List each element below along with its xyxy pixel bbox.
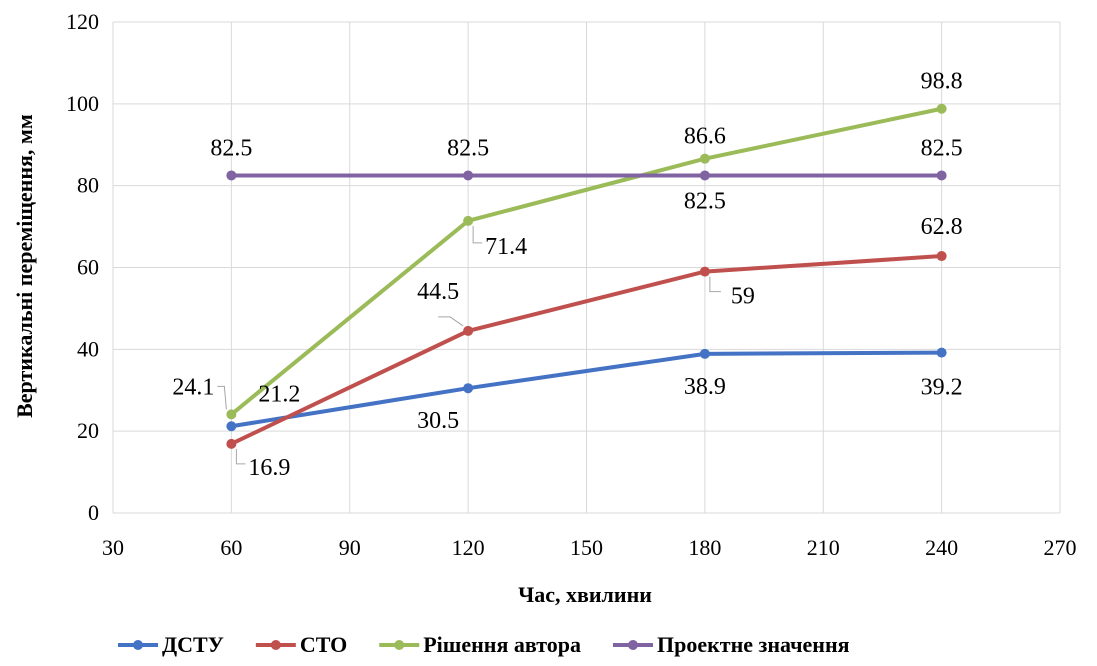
data-point <box>226 438 237 449</box>
data-label: 39.2 <box>921 375 963 401</box>
data-point <box>936 170 947 181</box>
data-point <box>936 347 947 358</box>
x-tick-label: 210 <box>807 535 840 560</box>
data-label: 82.5 <box>684 188 726 214</box>
grid <box>112 21 1061 514</box>
legend-item: Проектне значення <box>612 632 850 657</box>
series-line <box>229 254 944 446</box>
legend-label: ДСТУ <box>162 632 224 657</box>
legend-label: Проектне значення <box>657 632 850 657</box>
data-label: 82.5 <box>210 135 252 161</box>
data-point <box>699 170 710 181</box>
x-tick-label: 90 <box>339 535 361 560</box>
y-tick-label: 0 <box>88 500 99 525</box>
data-label: 44.5 <box>417 279 459 305</box>
y-tick-label: 40 <box>77 336 99 361</box>
label-leader-line <box>235 448 246 465</box>
legend-marker <box>133 640 143 650</box>
data-point <box>226 170 237 181</box>
data-label: 30.5 <box>417 408 459 434</box>
data-point <box>699 153 710 164</box>
data-point <box>463 170 474 181</box>
legend-label: Рішення автора <box>423 632 581 657</box>
axis-ticks: 0 20 40 60 80 100 120 30 60 90 120 150 180 210 240 270 <box>66 9 1077 560</box>
data-label: 59 <box>731 284 755 310</box>
y-axis-title: Вертикальні переміщення, мм <box>12 114 37 418</box>
data-label: 71.4 <box>485 234 527 260</box>
data-label: 16.9 <box>248 455 290 481</box>
y-tick-label: 120 <box>66 9 99 34</box>
y-tick-label: 20 <box>77 418 99 443</box>
legend-item: ДСТУ <box>118 632 224 657</box>
label-leader-line <box>438 316 464 327</box>
data-point <box>936 103 947 114</box>
label-leader-line <box>472 225 483 244</box>
x-tick-label: 180 <box>688 535 721 560</box>
legend: ДСТУ СТО Рішення автора Проектне значення <box>118 632 850 657</box>
x-tick-label: 240 <box>925 535 958 560</box>
legend-marker <box>627 640 638 650</box>
y-tick-label: 100 <box>66 91 99 116</box>
data-point <box>699 348 710 359</box>
data-label: 82.5 <box>921 135 963 161</box>
y-tick-label: 60 <box>77 255 99 280</box>
data-label: 86.6 <box>684 124 726 150</box>
legend-item: Рішення автора <box>379 632 581 657</box>
x-tick-label: 30 <box>102 535 124 560</box>
data-point <box>463 383 474 394</box>
x-axis-title: Час, хвилини <box>518 582 652 607</box>
series-lines <box>226 103 947 449</box>
data-label: 21.2 <box>258 381 300 407</box>
x-tick-label: 270 <box>1044 535 1077 560</box>
data-label: 24.1 <box>172 374 214 400</box>
x-tick-label: 120 <box>452 535 485 560</box>
data-point <box>226 421 237 432</box>
data-point <box>936 251 947 262</box>
y-tick-label: 80 <box>77 173 99 198</box>
data-label: 38.9 <box>684 374 726 400</box>
legend-marker <box>394 640 405 650</box>
series-line <box>229 350 944 429</box>
legend-item: СТО <box>255 632 347 657</box>
x-tick-label: 150 <box>570 535 603 560</box>
data-label: 62.8 <box>921 214 963 240</box>
data-point <box>463 215 474 226</box>
legend-marker <box>270 640 281 650</box>
label-leader-line <box>217 385 227 410</box>
data-point <box>463 325 474 336</box>
data-point <box>226 409 237 420</box>
data-label: 98.8 <box>921 69 963 95</box>
data-labels: 21.2 30.5 38.9 39.2 16.9 44.5 59 62.8 24.1 71.4 86… <box>172 69 962 481</box>
data-point <box>699 266 710 277</box>
label-leader-line <box>709 276 721 293</box>
data-label: 82.5 <box>447 135 489 161</box>
series-line <box>229 106 944 417</box>
legend-label: СТО <box>300 632 347 657</box>
x-tick-label: 60 <box>220 535 242 560</box>
